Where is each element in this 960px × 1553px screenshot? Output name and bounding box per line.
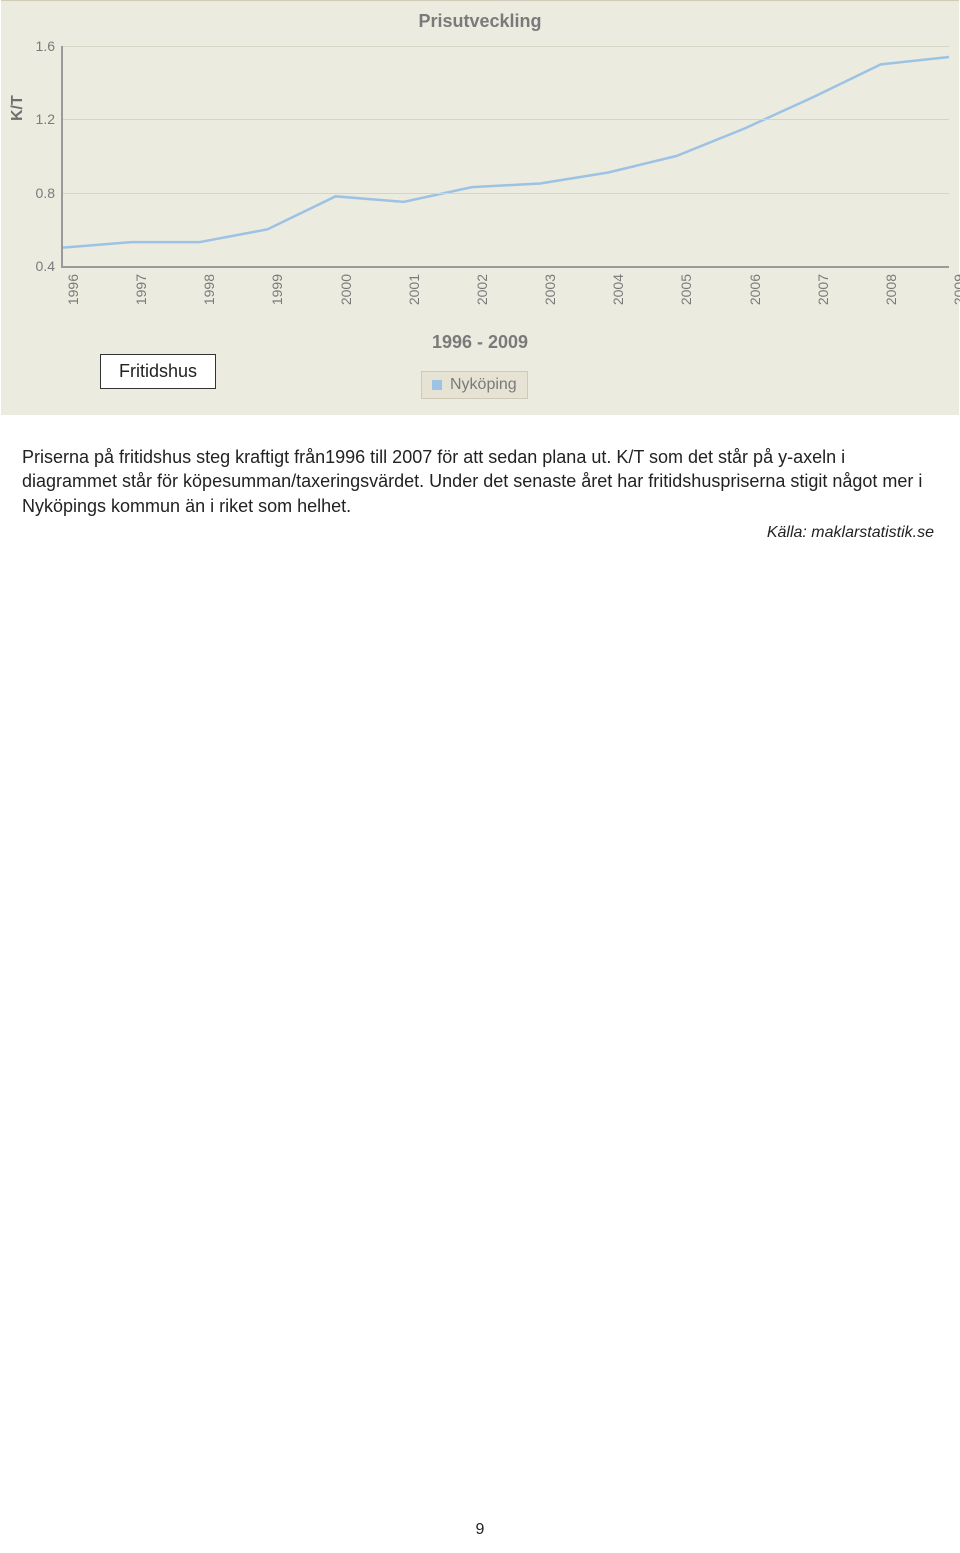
- series-line: [63, 57, 949, 248]
- x-tick-label: 2006: [747, 274, 763, 305]
- y-axis-title: K/T: [9, 95, 27, 121]
- x-tick-label: 2005: [678, 274, 694, 305]
- x-tick-label: 2004: [610, 274, 626, 305]
- chart-title: Prisutveckling: [1, 1, 959, 36]
- y-tick-label: 0.8: [36, 185, 55, 201]
- x-tick-label: 2002: [474, 274, 490, 305]
- x-tick-label: 1996: [65, 274, 81, 305]
- x-tick-label: 1998: [201, 274, 217, 305]
- y-gridline: [63, 46, 949, 47]
- y-gridline: [63, 193, 949, 194]
- caption-box: Fritidshus: [100, 354, 216, 389]
- body-paragraph: Priserna på fritidshus steg kraftigt frå…: [0, 415, 960, 522]
- x-tick-label: 2007: [815, 274, 831, 305]
- page-number: 9: [0, 1521, 960, 1539]
- y-tick-label: 1.2: [36, 111, 55, 127]
- x-tick-label: 2009: [951, 274, 960, 305]
- x-tick-label: 2003: [542, 274, 558, 305]
- y-tick-label: 0.4: [36, 258, 55, 274]
- y-tick-label: 1.6: [36, 38, 55, 54]
- y-gridline: [63, 119, 949, 120]
- plot-area: 0.40.81.21.6: [61, 46, 949, 268]
- chart-area: 0.40.81.21.6 1996 1997 1998 1999 2000 2001 200…: [61, 36, 949, 326]
- x-tick-label: 1999: [269, 274, 285, 305]
- legend-swatch: [432, 380, 442, 390]
- legend-box: Nyköping: [421, 371, 528, 399]
- x-tick-label: 2008: [883, 274, 899, 305]
- x-tick-label: 2001: [406, 274, 422, 305]
- source-line: Källa: maklarstatistik.se: [0, 522, 960, 542]
- line-svg: [63, 46, 949, 266]
- x-tick-label: 2000: [338, 274, 354, 305]
- x-tick-label: 1997: [133, 274, 149, 305]
- legend-label: Nyköping: [450, 376, 517, 394]
- price-chart: Prisutveckling K/T 0.40.81.21.6 19961997…: [1, 0, 959, 415]
